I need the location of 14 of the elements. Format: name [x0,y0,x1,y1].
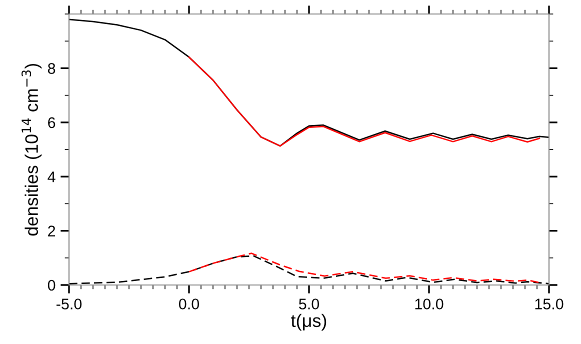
y-tick-label: 6 [48,117,56,128]
y-tick-label: 4 [48,172,56,182]
x-tick-label: 15.0 [535,298,564,310]
y-tick-label: 0 [48,280,56,291]
line-series [188,56,540,147]
y-tick-label: 2 [48,226,56,236]
x-tick-label: 0.0 [178,298,200,310]
x-axis-title: t(μs) [291,314,326,331]
y-tick-label: 8 [48,63,56,74]
x-tick-label: 5.0 [298,298,320,310]
line-series [188,252,540,284]
x-tick-label: 10.0 [415,298,444,310]
y-axis-title: densities (10$^{14}$ cm$^{−3}$) [22,64,42,236]
x-tick-label: -5.0 [56,298,82,310]
